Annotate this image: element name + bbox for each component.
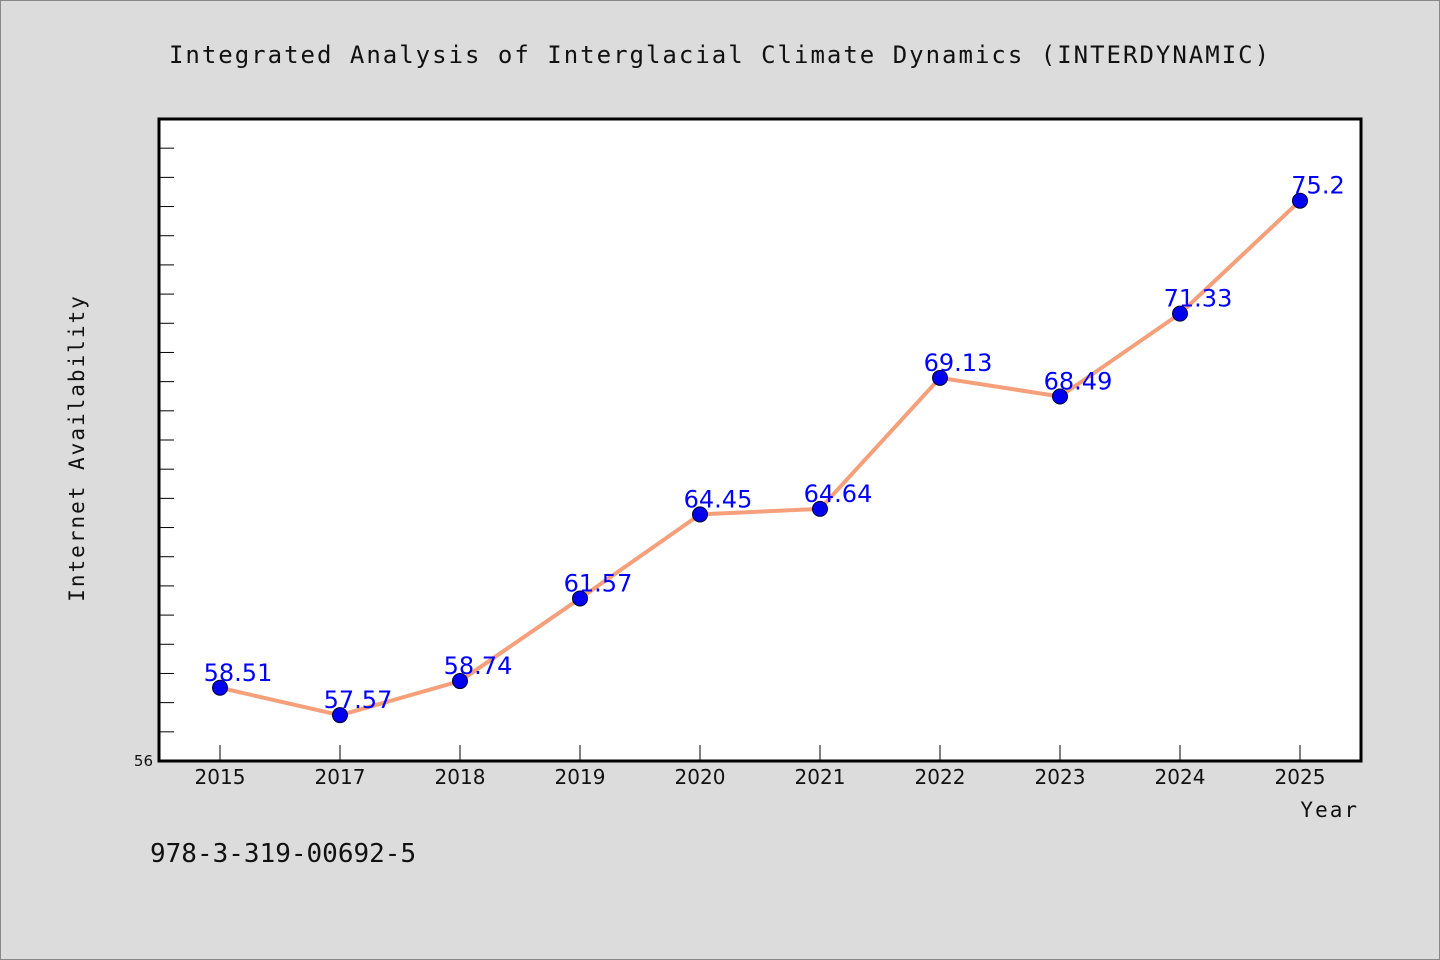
data-point: [452, 673, 468, 690]
data-point: [932, 369, 948, 386]
data-label: 75.2: [1291, 172, 1344, 200]
x-tick-label: 2021: [795, 765, 846, 789]
data-label: 68.49: [1044, 368, 1113, 396]
data-point: [332, 707, 348, 724]
data-label: 58.51: [204, 659, 273, 687]
data-label: 69.13: [924, 349, 993, 377]
data-label: 64.45: [684, 485, 753, 513]
data-point: [1172, 305, 1188, 322]
data-label: 64.64: [804, 480, 873, 508]
data-labels-layer: 58.51 57.57 58.74 61.57 64.45 64.64 69.13 68.49…: [204, 172, 1345, 714]
plot-area: [157, 117, 1363, 763]
x-tick-label: 2020: [675, 765, 726, 789]
data-label: 61.57: [564, 569, 633, 597]
y-axis-ticks: 56: [134, 147, 174, 770]
data-point: [692, 506, 708, 523]
x-axis-title: Year: [1300, 798, 1359, 822]
y-axis-title: Internet Availability: [65, 294, 89, 602]
chart-title: Integrated Analysis of Interglacial Clim…: [169, 41, 1271, 69]
x-tick-label: 2019: [555, 765, 606, 789]
data-point: [812, 500, 828, 517]
x-tick-label: 2022: [915, 765, 966, 789]
data-label: 57.57: [324, 686, 393, 714]
x-tick-label: 2024: [1155, 765, 1206, 789]
x-tick-label: 2017: [315, 765, 366, 789]
data-label: 58.74: [444, 652, 513, 680]
series-line: [218, 198, 1302, 718]
x-axis-ticks: 2015 2017 2018 2019 2020 2021 2022 2023 2024 2025: [195, 745, 1326, 789]
data-point: [1292, 192, 1308, 209]
series-layer: [212, 192, 1308, 724]
x-tick-label: 2015: [195, 765, 246, 789]
data-label: 71.33: [1164, 285, 1233, 313]
x-tick-label: 2023: [1035, 765, 1086, 789]
data-point: [572, 590, 588, 607]
x-tick-label: 2018: [435, 765, 486, 789]
x-tick-label: 2025: [1275, 765, 1326, 789]
footer-isbn: 978-3-319-00692-5: [150, 839, 416, 869]
data-point: [1052, 388, 1068, 405]
data-point: [212, 679, 228, 696]
y-tick-label: 56: [134, 752, 153, 770]
